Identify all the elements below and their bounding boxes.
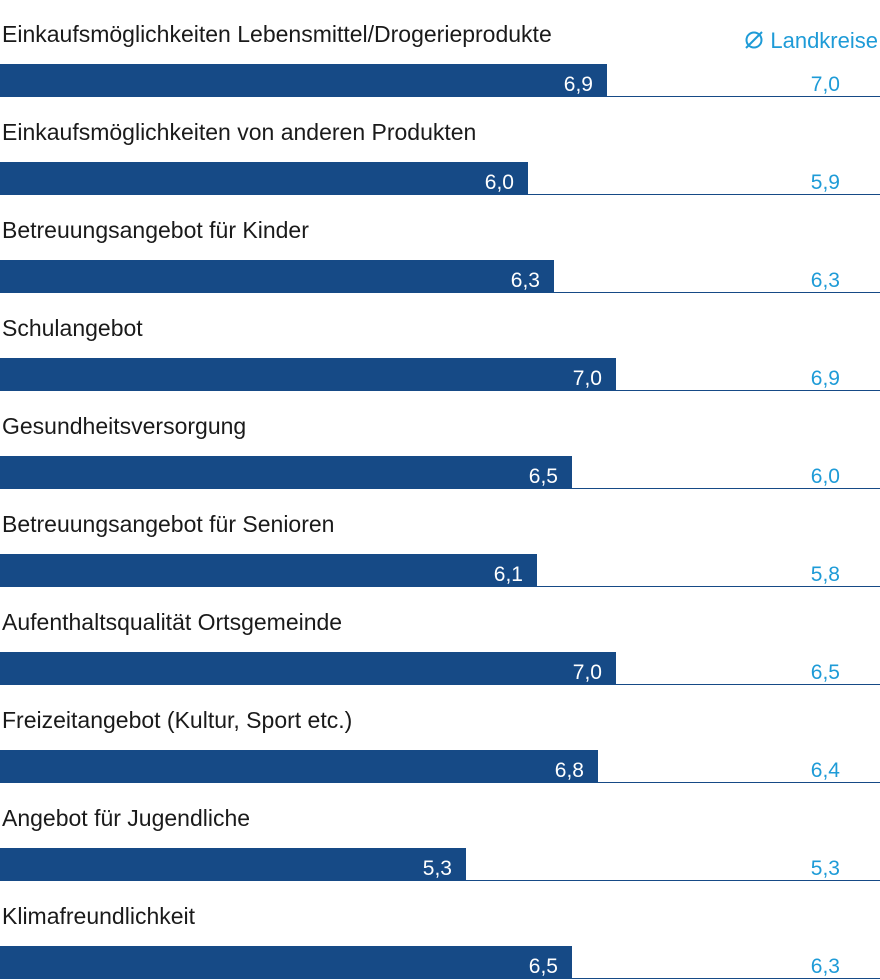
baseline-rule: [607, 96, 880, 97]
bar-value-label: 6,9: [563, 73, 593, 96]
category-label: Schulangebot: [2, 315, 143, 341]
bar: [0, 64, 607, 97]
bar-value-label: 7,0: [572, 367, 602, 390]
bar-value-label: 6,8: [554, 759, 584, 782]
baseline-rule: [537, 586, 880, 587]
bar-value-label: 6,5: [528, 465, 558, 488]
comparison-value-label: 6,5: [810, 661, 840, 684]
chart-row: Gesundheitsversorgung 6,5 6,0: [0, 392, 880, 490]
chart-row: Betreuungsangebot für Kinder 6,3 6,3: [0, 196, 880, 294]
bar-value-label: 7,0: [572, 661, 602, 684]
legend-label: Landkreise: [770, 28, 878, 53]
average-sign-icon: [745, 31, 764, 49]
baseline-rule: [528, 194, 880, 195]
bar: [0, 260, 554, 293]
chart-row: Einkaufsmöglichkeiten Lebensmittel/Droge…: [0, 0, 880, 98]
category-label: Betreuungsangebot für Kinder: [2, 217, 309, 243]
bar: [0, 848, 466, 881]
comparison-value-label: 6,3: [810, 955, 840, 978]
comparison-value-label: 6,0: [810, 465, 840, 488]
bar: [0, 652, 616, 685]
baseline-rule: [616, 390, 880, 391]
bar: [0, 946, 572, 979]
bar: [0, 750, 598, 783]
comparison-value-label: 6,9: [810, 367, 840, 390]
baseline-rule: [554, 292, 880, 293]
category-label: Aufenthaltsqualität Ortsgemeinde: [2, 609, 343, 635]
category-label: Freizeitangebot (Kultur, Sport etc.): [2, 707, 353, 733]
chart-row: Aufenthaltsqualität Ortsgemeinde 7,0 6,5: [0, 588, 880, 686]
baseline-rule: [616, 684, 880, 685]
comparison-value-label: 6,3: [810, 269, 840, 292]
chart-row: Angebot für Jugendliche 5,3 5,3: [0, 784, 880, 882]
chart-row: Klimafreundlichkeit 6,5 6,3: [0, 882, 880, 980]
bar-value-label: 6,1: [493, 563, 523, 586]
comparison-value-label: 5,3: [810, 857, 840, 880]
baseline-rule: [572, 488, 880, 489]
comparison-value-label: 6,4: [810, 759, 840, 782]
category-label: Klimafreundlichkeit: [2, 903, 196, 929]
bar-value-label: 6,3: [510, 269, 540, 292]
legend: Landkreise: [744, 30, 878, 52]
chart-row: Freizeitangebot (Kultur, Sport etc.) 6,8 6…: [0, 686, 880, 784]
bar: [0, 456, 572, 489]
bar: [0, 554, 537, 587]
baseline-rule: [466, 880, 880, 881]
category-label: Betreuungsangebot für Senioren: [2, 511, 335, 537]
baseline-rule: [598, 782, 880, 783]
chart-row: Schulangebot 7,0 6,9: [0, 294, 880, 392]
comparison-value-label: 5,8: [810, 563, 840, 586]
comparison-value-label: 7,0: [810, 73, 840, 96]
bar: [0, 358, 616, 391]
bar: [0, 162, 528, 195]
category-label: Einkaufsmöglichkeiten von anderen Produk…: [2, 119, 477, 145]
bar-value-label: 5,3: [422, 857, 452, 880]
baseline-rule: [572, 978, 880, 979]
bar-value-label: 6,0: [484, 171, 514, 194]
bar-value-label: 6,5: [528, 955, 558, 978]
comparison-value-label: 5,9: [810, 171, 840, 194]
chart-row: Betreuungsangebot für Senioren 6,1 5,8: [0, 490, 880, 588]
category-label: Einkaufsmöglichkeiten Lebensmittel/Droge…: [2, 21, 552, 47]
category-label: Gesundheitsversorgung: [2, 413, 247, 439]
chart-row: Einkaufsmöglichkeiten von anderen Produk…: [0, 98, 880, 196]
category-label: Angebot für Jugendliche: [2, 805, 251, 831]
